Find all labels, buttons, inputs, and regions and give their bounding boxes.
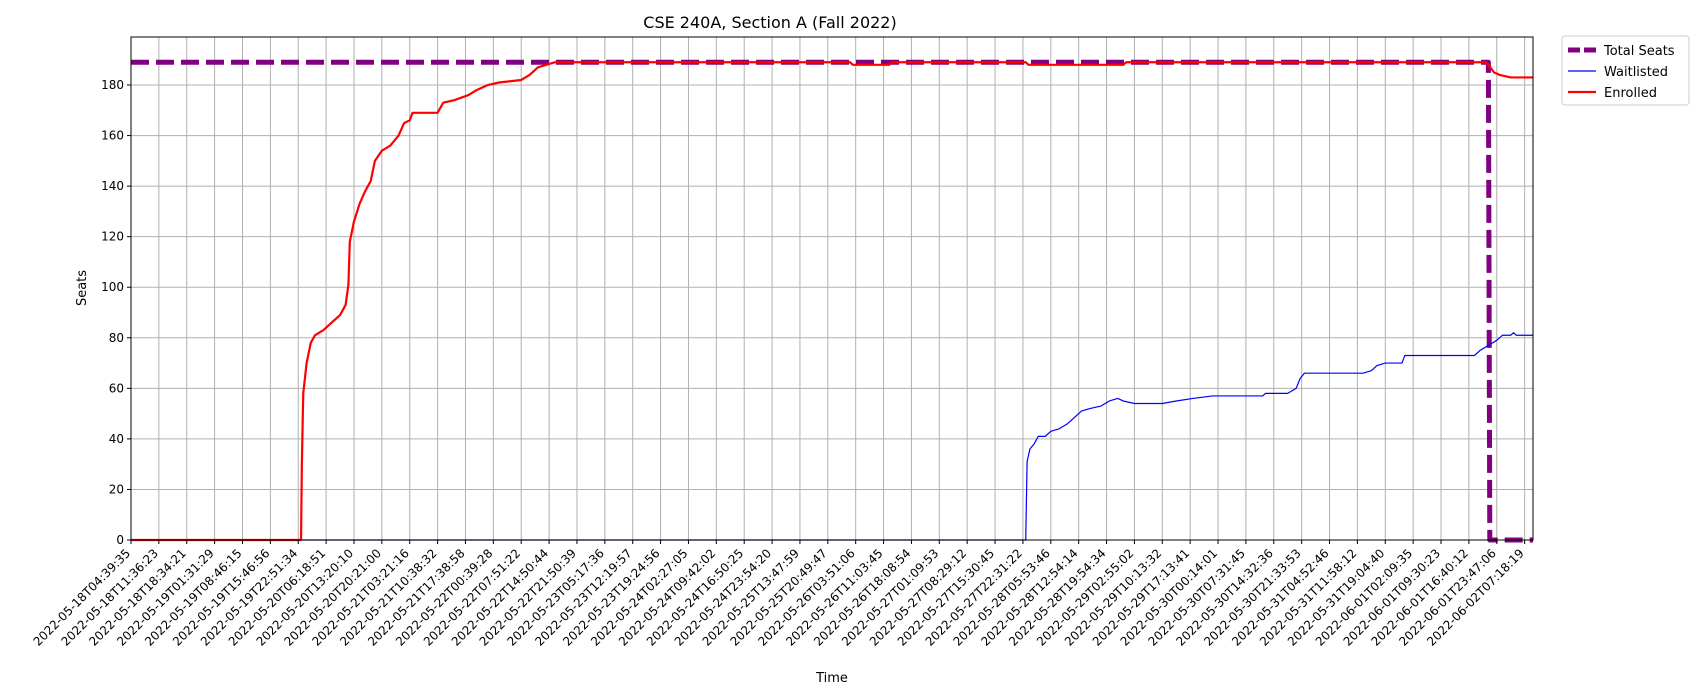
x-axis-label: Time bbox=[815, 671, 848, 686]
y-axis: 0 20 40 60 80 100 120 140 160 180 bbox=[101, 78, 131, 547]
series-layer bbox=[131, 59, 1533, 543]
y-tick-label: 80 bbox=[109, 331, 124, 345]
y-tick-label: 0 bbox=[116, 533, 124, 547]
y-tick-label: 40 bbox=[109, 432, 124, 446]
legend: Total Seats Waitlisted Enrolled bbox=[1561, 35, 1690, 106]
grid bbox=[130, 37, 1533, 541]
y-tick-label: 120 bbox=[101, 230, 124, 244]
y-tick-label: 140 bbox=[101, 179, 124, 193]
y-tick-label: 180 bbox=[101, 78, 124, 92]
y-tick-label: 160 bbox=[101, 129, 124, 143]
plot-frame bbox=[130, 36, 1534, 541]
y-axis-label: Seats bbox=[75, 270, 90, 306]
series-line-total-seats bbox=[131, 59, 1533, 543]
x-axis: 2022-05-18T04:39:352022-05-18T11:36:2320… bbox=[31, 540, 1527, 649]
series-line-waitlisted bbox=[131, 332, 1533, 541]
y-tick-label: 20 bbox=[109, 482, 124, 496]
y-tick-label: 100 bbox=[101, 280, 124, 294]
legend-label: Enrolled bbox=[1604, 86, 1657, 101]
legend-label: Waitlisted bbox=[1604, 65, 1668, 80]
y-tick-label: 60 bbox=[109, 381, 124, 395]
series-line-enrolled bbox=[131, 61, 1533, 542]
legend-label: Total Seats bbox=[1603, 44, 1675, 59]
legend-box bbox=[1561, 35, 1690, 106]
chart-title: CSE 240A, Section A (Fall 2022) bbox=[643, 13, 896, 32]
